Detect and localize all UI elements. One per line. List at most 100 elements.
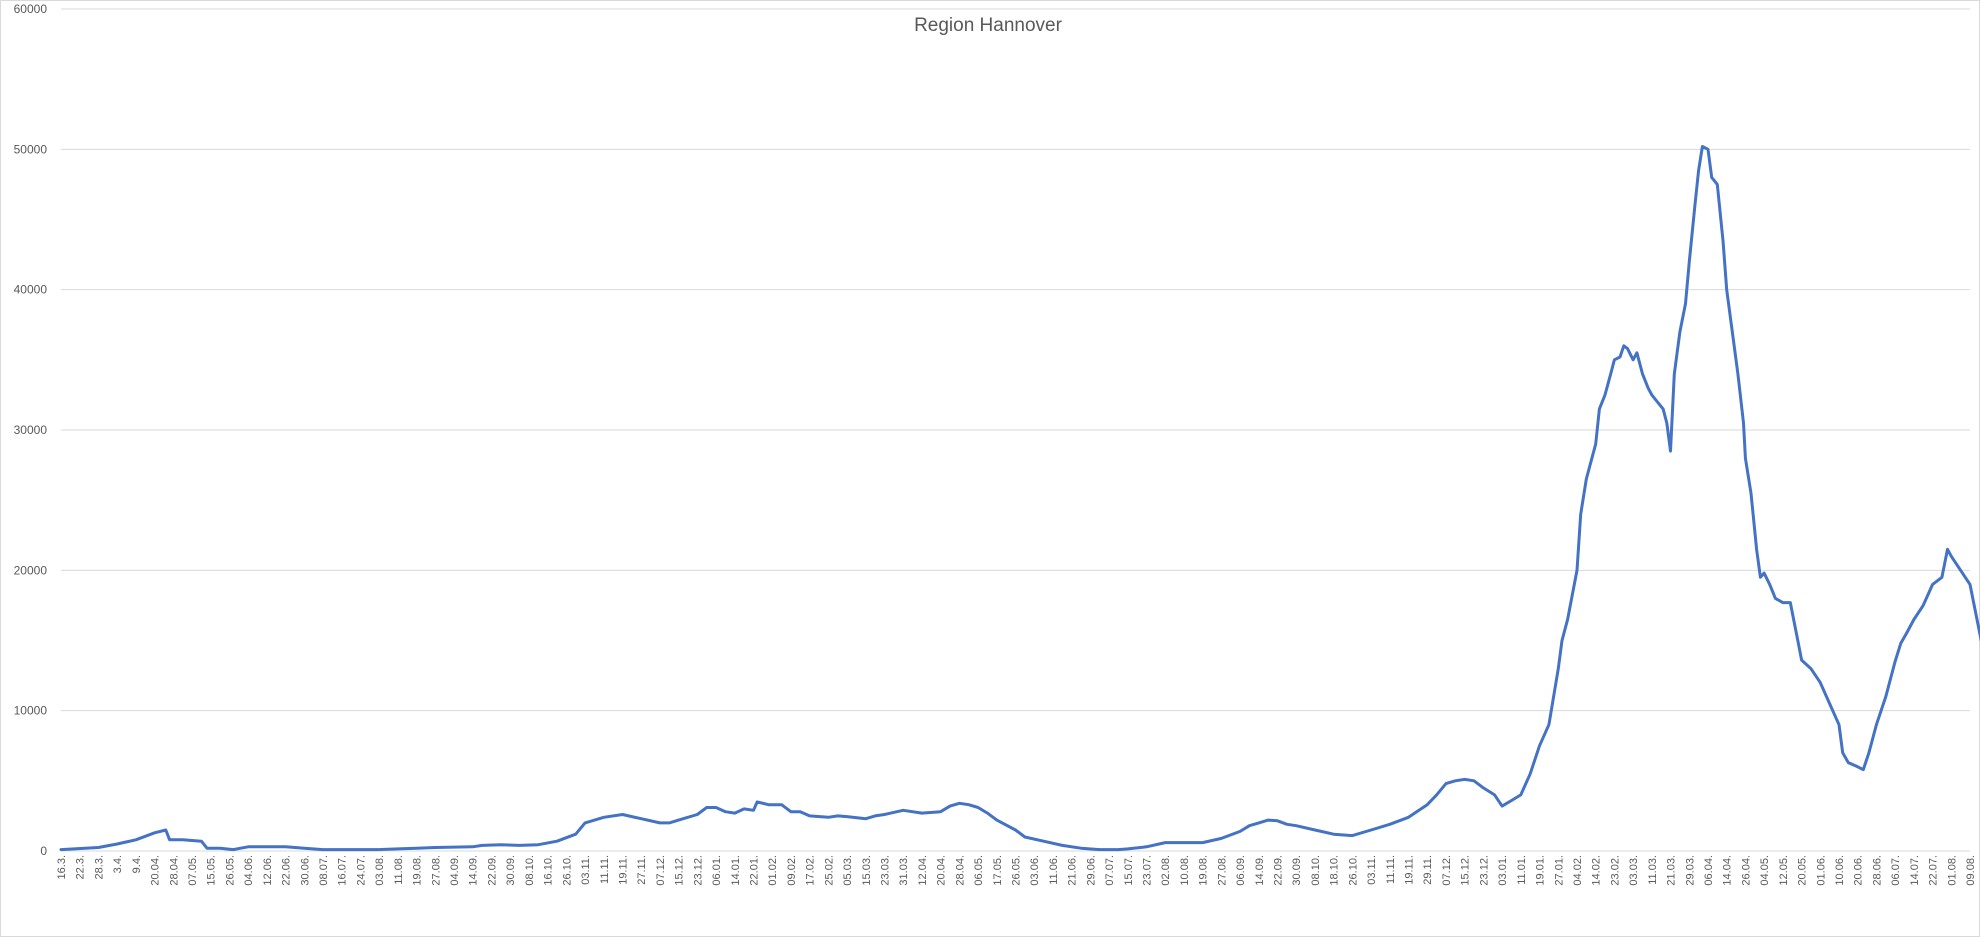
x-tick-label: 03.06. — [1029, 855, 1041, 886]
x-tick-label: 06.01. — [711, 855, 723, 886]
x-tick-label: 29.03. — [1684, 855, 1696, 886]
x-axis-tick-labels: 16.3. 22.3. 28.3. 3.4. 9.4. 20.04. 28.04. 07.05… — [56, 855, 1977, 886]
x-tick-label: 23.12. — [692, 855, 704, 886]
x-tick-label: 03.08. — [374, 855, 386, 886]
x-tick-label: 14.04. — [1722, 855, 1734, 886]
x-tick-label: 22.09. — [1273, 855, 1285, 886]
x-tick-label: 03.03. — [1628, 855, 1640, 886]
y-tick-label: 50000 — [14, 142, 48, 156]
x-tick-label: 10.08. — [1179, 855, 1191, 886]
x-tick-label: 25.02. — [823, 855, 835, 886]
x-tick-label: 14.09. — [1254, 855, 1266, 886]
x-tick-label: 04.05. — [1759, 855, 1771, 886]
x-tick-label: 19.08. — [1198, 855, 1210, 886]
x-tick-label: 11.08. — [393, 855, 405, 885]
x-tick-label: 27.08. — [1216, 855, 1228, 886]
x-tick-label: 14.07. — [1909, 855, 1921, 886]
x-tick-label: 28.04. — [168, 855, 180, 886]
x-tick-label: 08.10. — [1310, 855, 1322, 886]
x-tick-label: 15.07. — [1123, 855, 1135, 886]
x-tick-label: 26.10. — [561, 855, 573, 886]
x-tick-label: 11.01. — [1516, 855, 1528, 885]
x-tick-label: 06.05. — [973, 855, 985, 886]
x-tick-label: 22.3. — [75, 855, 87, 879]
x-tick-label: 03.11. — [1366, 855, 1378, 885]
x-tick-label: 14.09. — [468, 855, 480, 886]
x-tick-label: 01.06. — [1815, 855, 1827, 886]
x-tick-label: 15.12. — [674, 855, 686, 886]
x-tick-label: 01.08. — [1946, 855, 1958, 886]
x-tick-label: 22.06. — [281, 855, 293, 886]
x-tick-label: 06.09. — [1235, 855, 1247, 886]
x-tick-label: 20.04. — [936, 855, 948, 886]
x-tick-label: 04.02. — [1572, 855, 1584, 886]
y-tick-label: 20000 — [14, 563, 48, 577]
x-tick-label: 27.01. — [1553, 855, 1565, 886]
x-tick-label: 24.07. — [356, 855, 368, 886]
y-tick-label: 10000 — [14, 704, 48, 718]
y-tick-label: 30000 — [14, 423, 48, 437]
x-tick-label: 22.01. — [749, 855, 761, 886]
x-tick-label: 30.09. — [505, 855, 517, 886]
x-tick-label: 19.01. — [1535, 855, 1547, 886]
y-tick-label: 0 — [40, 844, 47, 858]
x-tick-label: 08.07. — [318, 855, 330, 886]
x-tick-label: 03.01. — [1497, 855, 1509, 886]
x-tick-label: 28.3. — [93, 855, 105, 879]
y-axis-tick-labels: 0 10000 20000 30000 40000 50000 60000 — [14, 2, 48, 858]
x-tick-label: 17.02. — [805, 855, 817, 886]
x-tick-label: 11.11. — [1385, 855, 1397, 884]
x-tick-label: 09.08. — [1965, 855, 1977, 886]
x-tick-label: 16.3. — [56, 855, 68, 879]
x-tick-label: 26.04. — [1740, 855, 1752, 886]
x-tick-label: 26.10. — [1347, 855, 1359, 886]
x-tick-label: 9.4. — [131, 855, 143, 873]
x-tick-label: 15.03. — [861, 855, 873, 886]
x-tick-label: 27.08. — [430, 855, 442, 886]
x-tick-label: 26.05. — [224, 855, 236, 886]
x-tick-label: 21.03. — [1666, 855, 1678, 886]
series-line — [59, 145, 1980, 852]
x-tick-label: 15.05. — [206, 855, 218, 886]
x-tick-label: 11.06. — [1048, 855, 1060, 885]
x-tick-label: 16.07. — [337, 855, 349, 886]
x-tick-label: 22.09. — [487, 855, 499, 886]
x-tick-label: 10.06. — [1834, 855, 1846, 886]
x-tick-label: 28.04. — [954, 855, 966, 886]
x-tick-label: 06.04. — [1703, 855, 1715, 886]
x-tick-label: 16.10. — [543, 855, 555, 886]
x-tick-label: 20.04. — [150, 855, 162, 886]
x-tick-label: 03.11. — [580, 855, 592, 885]
x-tick-label: 23.12. — [1478, 855, 1490, 886]
x-tick-label: 09.02. — [786, 855, 798, 886]
y-tick-label: 40000 — [14, 283, 48, 297]
x-tick-label: 29.11. — [1422, 855, 1434, 885]
x-tick-label: 02.08. — [1160, 855, 1172, 886]
x-tick-label: 23.03. — [880, 855, 892, 886]
x-tick-label: 04.06. — [243, 855, 255, 886]
x-tick-label: 18.10. — [1329, 855, 1341, 886]
x-tick-label: 14.01. — [730, 855, 742, 886]
x-tick-label: 19.11. — [618, 855, 630, 885]
x-tick-label: 11.03. — [1647, 855, 1659, 885]
x-tick-label: 06.07. — [1890, 855, 1902, 886]
x-tick-label: 19.08. — [412, 855, 424, 886]
x-tick-label: 07.12. — [655, 855, 667, 886]
x-tick-label: 20.05. — [1797, 855, 1809, 886]
x-tick-label: 12.05. — [1778, 855, 1790, 886]
x-tick-label: 12.06. — [262, 855, 274, 886]
x-tick-label: 11.11. — [599, 855, 611, 884]
x-tick-label: 19.11. — [1404, 855, 1416, 885]
x-tick-label: 20.06. — [1853, 855, 1865, 886]
gridlines — [61, 8, 1970, 852]
x-tick-label: 14.02. — [1591, 855, 1603, 886]
x-tick-label: 31.03. — [898, 855, 910, 886]
x-tick-label: 27.11. — [636, 855, 648, 885]
x-tick-label: 07.12. — [1441, 855, 1453, 886]
x-tick-label: 15.12. — [1460, 855, 1472, 886]
series-layer — [59, 145, 1980, 852]
y-tick-label: 60000 — [14, 2, 48, 16]
